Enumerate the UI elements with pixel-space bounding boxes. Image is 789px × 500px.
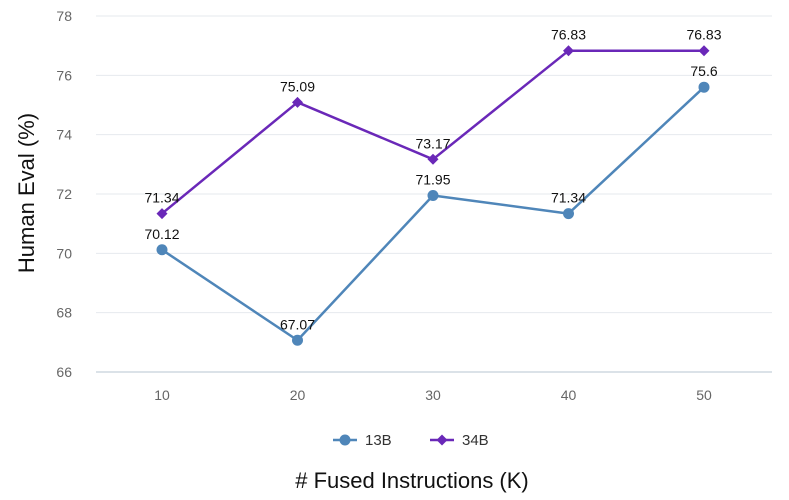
data-label-34B: 71.34 [144,190,179,206]
point-34B [427,153,439,165]
series-layer [156,45,710,346]
data-label-34B: 76.83 [686,27,721,43]
data-label-13B: 75.6 [690,63,717,79]
x-tick-label: 30 [425,387,441,403]
y-tick-label: 74 [56,127,72,143]
x-axis-title: # Fused Instructions (K) [295,468,529,493]
x-tick-label: 50 [696,387,712,403]
data-label-34B: 76.83 [551,27,586,43]
point-13B [698,81,710,93]
x-tick-label: 20 [290,387,306,403]
y-tick-label: 66 [56,364,72,380]
y-tick-label: 76 [56,67,72,83]
legend-marker-34B [436,434,448,446]
data-label-34B: 75.09 [280,78,315,94]
x-tick-label: 40 [561,387,577,403]
point-13B [156,244,168,256]
legend: 13B 34B [333,432,489,449]
legend-marker-13B [339,434,351,446]
grid-lines [96,15,772,373]
x-tick-labels: 10 20 30 40 50 [154,387,712,403]
point-13B [292,334,303,346]
legend-label-13B: 13B [365,432,392,449]
y-tick-labels: 66 68 70 72 74 76 78 [56,8,72,380]
legend-label-34B: 34B [462,432,489,449]
y-tick-label: 70 [56,245,72,261]
point-34B [563,45,574,57]
y-tick-label: 68 [56,305,72,321]
data-label-13B: 71.34 [551,190,586,206]
y-tick-label: 78 [56,8,72,24]
point-34B [292,96,303,108]
data-label-13B: 70.12 [144,226,179,242]
data-label-13B: 67.07 [280,316,315,332]
series-line-13B [161,86,705,342]
data-label-13B: 71.95 [415,171,450,187]
point-13B [563,208,574,220]
y-tick-label: 72 [56,186,72,202]
data-label-34B: 73.17 [415,135,450,151]
point-34B [698,45,710,57]
point-13B [427,189,439,201]
y-axis-title: Human Eval (%) [14,113,39,273]
point-34B [156,208,168,220]
x-tick-label: 10 [154,387,170,403]
data-labels: 70.12 67.07 71.95 71.34 75.6 71.34 75.09 73.17 7… [144,27,721,333]
